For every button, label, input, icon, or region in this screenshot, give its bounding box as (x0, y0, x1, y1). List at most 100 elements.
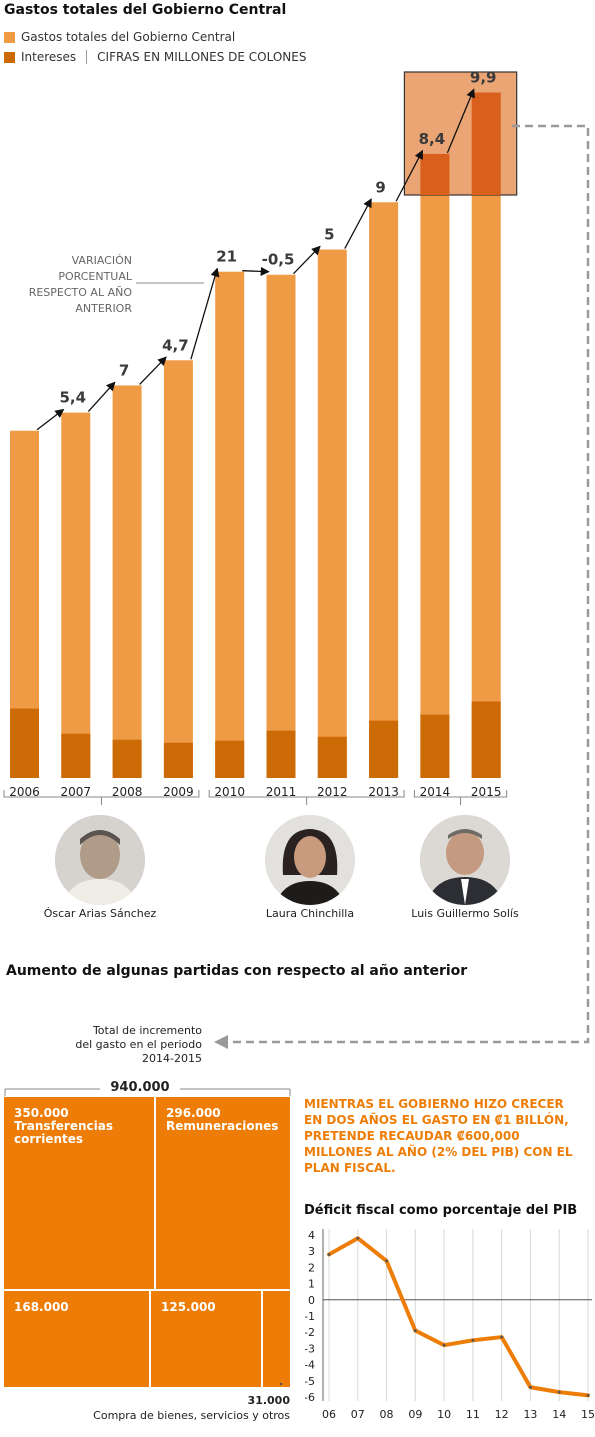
data-point (471, 1338, 475, 1342)
pct-change-label: 9,9 (470, 69, 497, 87)
bar-interest-2011 (266, 730, 296, 778)
president-name-solis: Luis Guillermo Solís (411, 907, 519, 920)
unit-note: CIFRAS EN MILLONES DE COLONES (97, 50, 307, 64)
y-tick-label: -5 (305, 1375, 315, 1388)
connector-dashed-line (214, 124, 590, 1049)
data-point (356, 1236, 360, 1240)
avatar-laura-chinchilla (265, 815, 355, 905)
bar-interest-2009 (163, 742, 193, 778)
bar-interest-2008 (112, 739, 142, 778)
bar-interest-2015 (471, 701, 501, 778)
total-bracket (4, 1088, 291, 1096)
person-photo-icon (55, 815, 145, 905)
total-caption: Total de incremento del gasto en el peri… (75, 1024, 202, 1065)
bar-interest-2010 (215, 740, 245, 778)
data-point (385, 1259, 388, 1263)
avatar-luis-guillermo-solis (420, 815, 510, 905)
data-point (586, 1393, 590, 1397)
x-tick-label: 07 (351, 1408, 365, 1421)
change-arrow (36, 408, 65, 431)
change-arrow (446, 88, 475, 154)
x-tick-label: 2012 (317, 785, 348, 799)
x-tick-label: 15 (581, 1408, 595, 1421)
x-tick-label: 12 (495, 1408, 509, 1421)
treemap: 350.000 Transferencias corrientes 296.00… (4, 1097, 292, 1389)
pct-change-label: 9 (375, 178, 385, 196)
treemap-cell-remuneraciones: 296.000 Remuneraciones (156, 1097, 292, 1291)
x-tick-label: 2014 (420, 785, 451, 799)
x-tick-label: 08 (380, 1408, 394, 1421)
y-tick-label: -2 (305, 1326, 315, 1339)
callout-text: MIENTRAS EL GOBIERNO HIZO CRECER EN DOS … (304, 1097, 573, 1175)
bar-interest-2014 (420, 714, 450, 778)
cell-label: Transferencias corrientes (14, 1119, 113, 1146)
x-tick-label: 2013 (368, 785, 399, 799)
bar-interest-2007 (61, 733, 91, 778)
bar-interest-2013 (369, 720, 399, 778)
change-arrow (242, 266, 270, 276)
data-point (557, 1390, 561, 1394)
x-tick-label: 11 (466, 1408, 480, 1421)
change-arrow (190, 267, 220, 360)
change-arrow (139, 356, 167, 385)
x-tick-label: 2008 (112, 785, 143, 799)
bar-total-2010 (215, 271, 245, 778)
x-tick-label: 14 (552, 1408, 566, 1421)
data-point (413, 1329, 417, 1332)
cell-label: Remuneraciones (166, 1119, 279, 1133)
bar-total-2014 (420, 153, 450, 778)
treemap-cell-31 (263, 1291, 292, 1389)
y-tick-label: 3 (308, 1245, 315, 1258)
bar-interest-2012 (317, 736, 347, 778)
pct-change-label: 21 (216, 248, 237, 266)
legend-swatch-interest (4, 51, 15, 63)
legend-label-total: Gastos totales del Gobierno Central (21, 30, 236, 44)
pct-change-label: 4,7 (162, 336, 189, 354)
x-tick-label: 2007 (61, 785, 92, 799)
x-tick-label: 2010 (214, 785, 245, 799)
change-arrow (344, 198, 372, 249)
bar-total-2009 (163, 360, 193, 778)
change-arrow (395, 149, 424, 202)
bar-total-2007 (61, 412, 91, 778)
bar-chart: 2006 2007 2008 2009 2010 2011 2012 2013 2014 2015… (3, 69, 518, 805)
treemap-cell-125: 125.000 (151, 1291, 263, 1389)
treemap-total: 940.000 (110, 1080, 170, 1095)
bar-total-2012 (317, 249, 347, 778)
cell-value: 168.000 (14, 1300, 69, 1314)
pct-change-label: -0,5 (262, 251, 295, 269)
person-photo-icon (420, 815, 510, 905)
y-tick-label: 2 (308, 1261, 315, 1274)
y-tick-label: 4 (308, 1229, 315, 1242)
deficit-line (327, 1236, 590, 1398)
bar-highlight-2015 (471, 92, 501, 195)
change-arrow (293, 245, 321, 275)
pct-change-label: 5 (324, 226, 334, 244)
x-tick-label: 2009 (163, 785, 194, 799)
treemap-title: Aumento de algunas partidas con respecto… (6, 963, 468, 979)
cell-value: 125.000 (161, 1300, 216, 1314)
x-tick-label: 06 (322, 1408, 336, 1421)
y-tick-label: -4 (305, 1359, 315, 1372)
label-compra-bienes: Compra de bienes, servicios y otros (93, 1409, 290, 1422)
cell-value: 296.000 (166, 1106, 221, 1120)
line-chart-title: Déficit fiscal como porcentaje del PIB (304, 1203, 578, 1218)
person-photo-icon (265, 815, 355, 905)
term-bracket (3, 790, 200, 805)
y-tick-label: -6 (305, 1391, 315, 1404)
legend-total: Gastos totales del Gobierno Central (4, 30, 235, 44)
legend-separator (86, 50, 88, 64)
x-tick-label: 2011 (266, 785, 297, 799)
x-tick-label: 09 (408, 1408, 422, 1421)
president-name-chinchilla: Laura Chinchilla (265, 907, 355, 920)
x-tick-label: 2015 (471, 785, 502, 799)
y-tick-label: -3 (305, 1342, 315, 1355)
y-tick-label: -1 (305, 1310, 315, 1323)
treemap-cell-168: 168.000 (4, 1291, 151, 1389)
avatar-oscar-arias (55, 815, 145, 905)
value-31000: 31.000 (247, 1394, 290, 1407)
cell-value: 350.000 (14, 1106, 69, 1120)
x-tick-label: 10 (437, 1408, 451, 1421)
y-tick-label: 0 (308, 1294, 315, 1307)
